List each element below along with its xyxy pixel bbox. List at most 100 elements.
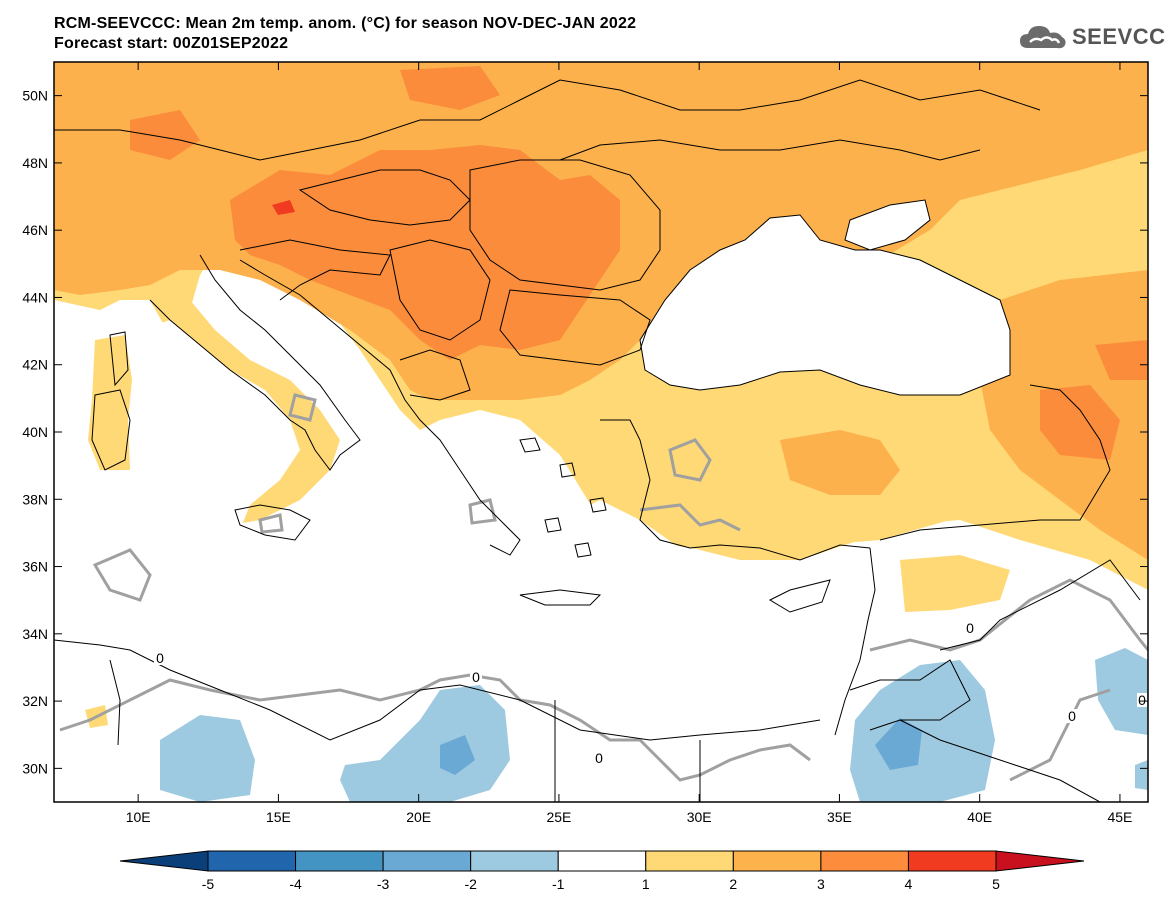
logo-text: SEEVCCC [1072,24,1165,49]
colorbar-segment [295,850,384,872]
contour-turkey-south [639,503,741,532]
colorbar-segment [732,850,822,872]
anomaly-area-3-4 [230,145,620,360]
lat-tick-label: 48N [22,155,48,171]
contour-label: 0 [966,620,974,636]
anomaly-area-minus-2-3-arabia [875,718,922,770]
title-line-1: RCM-SEEVCCC: Mean 2m temp. anom. (°C) fo… [54,15,637,32]
lon-tick-label: 30E [687,809,712,825]
colorbar-segment [907,850,997,872]
contour-tunisia [92,548,152,602]
contour-label: 0 [1138,692,1146,708]
lat-tick-label: 32N [22,693,48,709]
colorbar-segment [557,850,647,872]
colorbar-label: 5 [992,876,1000,892]
coast-sicily [234,504,311,541]
contour-greece [468,498,497,525]
colorbar-arrow-high [995,850,1085,872]
map-field: 0 0 0 0 0 0 [54,62,1148,802]
lon-tick-label: 35E [827,809,852,825]
border-serbia [389,239,491,341]
contour-sicily [258,513,284,534]
border-romania [469,159,661,291]
black-sea [640,215,1010,395]
border-central-europe [54,79,1041,161]
border-balkans-small [399,349,471,401]
anomaly-area-minus-1-2-egypt-west [340,685,510,802]
coast-turkey [600,419,871,561]
coast-crete [519,589,602,606]
colorbar-arrow-low [119,850,209,872]
chart-title: RCM-SEEVCCC: Mean 2m temp. anom. (°C) fo… [54,14,636,54]
colorbar-segment [207,850,297,872]
colorbar-label: 1 [642,876,650,892]
lat-tick-label: 40N [22,424,48,440]
lon-tick-label: 40E [967,809,992,825]
seevccc-logo: SEEVCCC [1018,22,1165,52]
lat-tick-label: 34N [22,626,48,642]
colorbar: -5 -4 -3 -2 -1 1 2 3 4 5 [119,850,1085,892]
colorbar-label: 2 [729,876,737,892]
contour-label: 0 [595,750,603,766]
colorbar-label: -3 [377,876,390,892]
border-syria-iraq [939,559,1141,651]
lat-tick-label: 50N [22,88,48,104]
colorbar-label: -5 [202,876,215,892]
border-jordan [849,659,971,731]
coast-cyprus [768,579,831,613]
coast-levant [834,547,876,736]
contour-label: 0 [472,669,480,685]
cloud-icon [1020,26,1066,49]
colorbar-label: -4 [289,876,302,892]
border-ukraine [559,139,981,161]
lat-tick-label: 46N [22,222,48,238]
colorbar-label: -2 [464,876,477,892]
axis-ticks: 30N 32N 34N 36N 38N 40N 42N 44N 46N 48N 50N 10E 15E 2… [22,62,1148,825]
borders [54,79,1141,802]
colorbar-segment [470,850,559,872]
coast-italy [149,254,361,471]
coast-corsica [109,331,129,387]
contour-label: 0 [1068,708,1076,724]
lon-tick-label: 10E [126,809,151,825]
anomaly-area-3-4-north-2 [400,66,500,110]
mediterranean-sea [54,320,870,740]
colorbar-label: 4 [905,876,913,892]
coast-africa [54,639,821,741]
anomaly-area-minus-1-2-libya [160,715,255,802]
lon-tick-label: 20E [406,809,431,825]
azov-sea [845,200,930,250]
contour-levant [869,578,1148,652]
border-bulgaria [499,289,651,366]
anomaly-area-3-4-caucasus [1095,340,1148,380]
lat-tick-label: 38N [22,491,48,507]
border-croatia [239,239,391,301]
contour-turkey-west [668,438,712,482]
colorbar-segment [382,850,472,872]
coast-azov [844,199,931,251]
coast-sardinia [91,389,131,471]
colorbar-label: -1 [552,876,565,892]
lon-tick-label: 15E [266,809,291,825]
lat-tick-label: 30N [22,760,48,776]
colorbar-label: 3 [817,876,825,892]
anomaly-area-3-4-north-1 [130,110,200,160]
anomaly-area-minus-1-2-east-2 [1135,760,1148,790]
coast-blacksea [639,214,1011,396]
lon-tick-label: 25E [546,809,571,825]
anomaly-area-2-3-anatolia [780,430,900,495]
anomaly-area-1-2-syria [900,555,1010,612]
contour-label-group: 0 0 0 0 0 0 [154,620,1147,766]
lat-tick-label: 36N [22,559,48,575]
border-tunisia-libya [109,659,121,746]
coast-aegean-islands [519,437,607,558]
lat-tick-label: 42N [22,357,48,373]
lat-tick-label: 44N [22,289,48,305]
title-line-2: Forecast start: 00Z01SEP2022 [54,35,289,52]
coast-balkans [239,259,521,556]
lon-tick-label: 45E [1107,809,1132,825]
colorbar-segment [820,850,909,872]
anomaly-area-4-5-1 [272,200,295,215]
contour-label: 0 [156,650,164,666]
